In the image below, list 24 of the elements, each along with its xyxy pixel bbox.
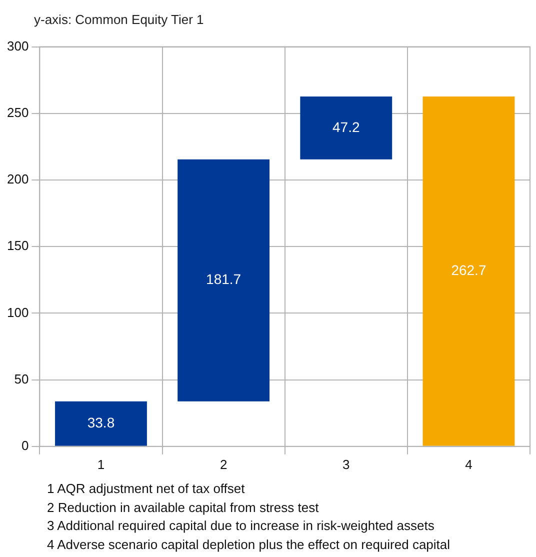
bar — [178, 159, 270, 402]
x-tick-label: 4 — [465, 456, 472, 472]
x-tick-label: 2 — [220, 456, 228, 472]
text: 1 AQR adjustment net of tax offset — [47, 480, 246, 498]
y-tick-label: 250 — [6, 104, 29, 120]
y-tick-label: 150 — [6, 238, 29, 254]
y-tick-label: 0 — [21, 438, 29, 453]
y-tick-label: 100 — [6, 304, 29, 320]
y-tick-label: 50 — [14, 371, 29, 386]
y-tick-label: 300 — [6, 38, 29, 54]
text: 2 Reduction in available capital from stress test — [47, 498, 320, 517]
data-label: 47.2 — [332, 118, 360, 135]
y-axis-title: y-axis: Common Equity Tier 1 — [34, 12, 204, 27]
bar — [422, 96, 515, 446]
data-label: 181.7 — [206, 271, 242, 288]
x-tick-label: 3 — [342, 456, 350, 472]
y-tick-label: 200 — [6, 172, 29, 187]
text: 4 Adverse scenario capital depletion plus the effect on required capital — [47, 536, 450, 554]
bar — [300, 96, 392, 160]
data-label: 33.8 — [87, 414, 115, 430]
data-label: 262.7 — [451, 262, 486, 278]
text: 3 Additional required capital due to increase in risk-weighted assets — [47, 517, 436, 535]
x-tick-label: 1 — [97, 456, 105, 472]
bar — [55, 401, 147, 446]
